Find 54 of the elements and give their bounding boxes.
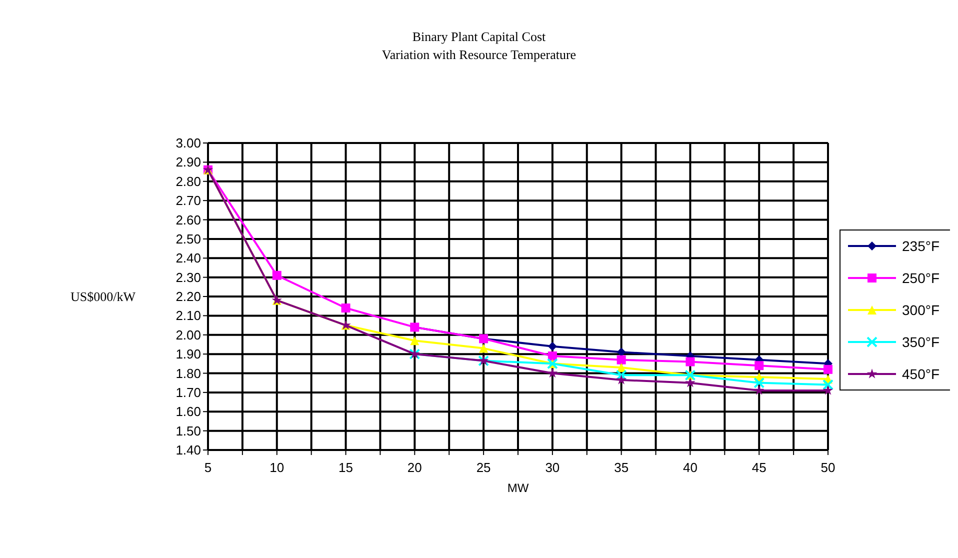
point: [824, 364, 832, 374]
y-tick-label: 1.40: [176, 442, 201, 458]
y-tick-label: 1.90: [176, 346, 201, 362]
point: [754, 361, 764, 370]
point: [685, 377, 696, 388]
y-tick-label: 2.40: [176, 250, 201, 266]
point: [616, 370, 627, 381]
point: [410, 336, 420, 346]
x-tick-label: 5: [204, 460, 212, 475]
x-tick-label: 15: [338, 460, 354, 475]
point: [616, 355, 626, 364]
y-tick-label: 2.20: [176, 289, 201, 304]
point: [341, 304, 350, 313]
x-tick-label: 40: [682, 460, 698, 475]
y-tick-label: 2.30: [176, 270, 201, 285]
legend-label: 250°F: [902, 270, 940, 286]
y-tick-label: 2.10: [176, 308, 201, 324]
y-tick-label: 2.50: [176, 231, 201, 246]
point: [754, 377, 765, 388]
point: [548, 342, 557, 351]
chart-title: Binary Plant Capital Cost: [412, 29, 546, 44]
point: [686, 357, 695, 366]
point: [822, 385, 834, 395]
legend-label: 450°F: [902, 366, 940, 382]
x-tick-label: 20: [407, 460, 422, 475]
legend-label: 300°F: [902, 302, 940, 318]
x-tick-label: 45: [752, 460, 766, 475]
point: [822, 379, 834, 390]
point: [272, 270, 282, 280]
y-tick-label: 1.70: [176, 384, 201, 400]
y-tick-label: 3.00: [176, 136, 201, 151]
y-tick-label: 1.60: [176, 404, 201, 420]
y-axis-title: US$000/kW: [70, 289, 136, 304]
y-tick-label: 2.80: [176, 174, 201, 189]
legend-label: 235°F: [902, 238, 940, 254]
y-tick-label: 2.90: [176, 154, 201, 170]
point: [479, 344, 488, 353]
x-tick-label: 50: [820, 460, 836, 475]
y-tick-label: 2.60: [176, 212, 201, 228]
x-axis-title: MW: [507, 481, 530, 495]
x-tick-label: 10: [270, 460, 284, 475]
x-tick-label: 35: [614, 460, 629, 475]
point: [616, 374, 626, 384]
x-tick-label: 25: [476, 460, 491, 475]
y-tick-label: 1.50: [176, 423, 201, 438]
point: [754, 385, 764, 395]
y-tick-label: 2.00: [176, 327, 201, 342]
point: [548, 351, 557, 360]
x-tick-label: 30: [545, 460, 560, 475]
legend-label: 350°F: [902, 334, 940, 350]
y-tick-label: 1.80: [176, 366, 201, 381]
point: [547, 368, 558, 378]
y-tick-label: 2.70: [176, 193, 201, 208]
chart-subtitle: Variation with Resource Temperature: [382, 47, 576, 62]
